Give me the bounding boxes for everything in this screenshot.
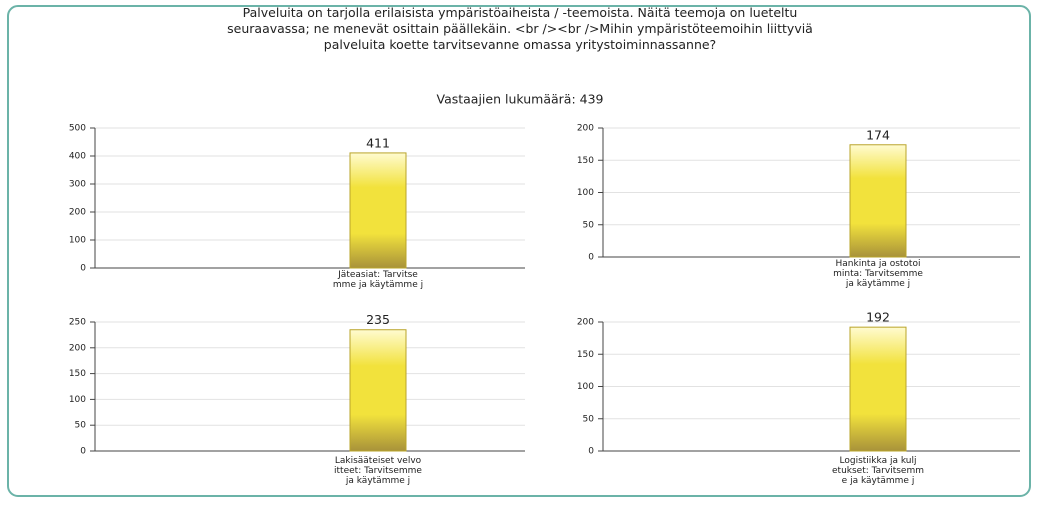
y-tick-label: 100 — [69, 236, 86, 246]
y-tick-label: 150 — [577, 350, 594, 360]
chart-subtitle: Vastaajien lukumäärä: 439 — [436, 92, 603, 107]
value-label: 235 — [366, 312, 390, 327]
y-tick-label: 250 — [69, 318, 86, 328]
x-tick-label: Lakisääteiset velvo itteet: Tarvitsemme ja… — [334, 456, 422, 486]
y-tick-label: 150 — [577, 156, 594, 166]
y-tick-label: 0 — [80, 447, 86, 457]
x-tick-label: Hankinta ja ostotoi minta: Tarvitsemme ja … — [833, 259, 923, 289]
bar — [349, 329, 407, 452]
x-tick-label: Logistiikka ja kulj etukset: Tarvitsemm e … — [832, 456, 924, 486]
y-tick-label: 100 — [577, 382, 594, 392]
y-tick-label: 50 — [75, 421, 87, 431]
y-tick-label: 400 — [69, 152, 86, 162]
y-tick-label: 300 — [69, 180, 86, 190]
value-label: 411 — [366, 135, 390, 150]
bar — [849, 144, 907, 258]
y-tick-label: 0 — [588, 447, 594, 457]
y-tick-label: 50 — [583, 414, 595, 424]
y-tick-label: 200 — [69, 343, 86, 353]
y-tick-label: 100 — [69, 395, 86, 405]
y-tick-label: 0 — [80, 264, 86, 274]
bar — [349, 152, 407, 269]
x-tick-label: Jäteasiat: Tarvitse mme ja käytämme j — [333, 270, 423, 290]
y-tick-label: 200 — [577, 318, 594, 328]
y-tick-label: 50 — [583, 220, 595, 230]
chart-title: Palveluita on tarjolla erilaisista ympär… — [227, 5, 813, 52]
y-tick-label: 200 — [577, 124, 594, 134]
bar — [849, 326, 907, 452]
y-tick-label: 200 — [69, 208, 86, 218]
y-tick-label: 150 — [69, 369, 86, 379]
value-label: 192 — [866, 310, 890, 325]
y-tick-label: 100 — [577, 188, 594, 198]
value-label: 174 — [866, 127, 890, 142]
y-tick-label: 500 — [69, 124, 86, 134]
y-tick-label: 0 — [588, 253, 594, 263]
